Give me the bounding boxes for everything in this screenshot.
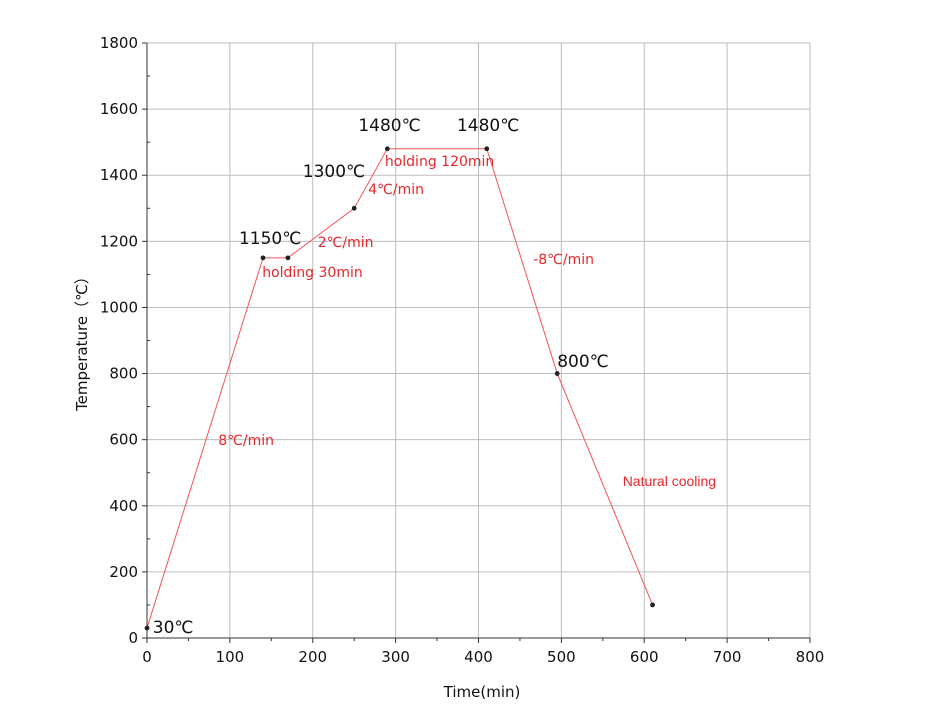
rate-label: 2℃/min: [318, 235, 374, 251]
x-tick-label: 0: [142, 648, 152, 666]
x-tick-label: 100: [216, 648, 245, 666]
y-tick-label: 1800: [100, 34, 138, 52]
temperature-label: 30℃: [153, 618, 194, 638]
temperature-label: 1480℃: [457, 116, 519, 136]
x-tick-label: 600: [630, 648, 659, 666]
x-tick-label: 700: [713, 648, 742, 666]
rate-label: 8℃/min: [218, 433, 274, 449]
rate-label: Natural cooling: [623, 473, 716, 489]
y-axis-label: Temperature（℃）: [73, 269, 91, 412]
profile-line: [146, 148, 653, 629]
series: [144, 146, 655, 631]
temperature-label: 1300℃: [303, 162, 365, 182]
temperature-label: 800℃: [557, 352, 609, 372]
data-point: [285, 255, 291, 261]
data-point: [650, 602, 655, 608]
data-point: [554, 371, 560, 376]
x-tick-label: 800: [796, 648, 825, 666]
x-tick-label: 400: [464, 648, 493, 666]
y-tick-label: 1000: [100, 298, 138, 316]
x-tick-label: 200: [298, 648, 327, 666]
rate-label: holding 30min: [262, 265, 363, 281]
temperature-label: 1150℃: [239, 229, 301, 249]
axes: [142, 42, 811, 643]
y-tick-label: 800: [109, 365, 138, 383]
data-point: [484, 146, 490, 152]
y-tick-label: 1600: [100, 100, 138, 118]
x-tick-label: 300: [381, 648, 410, 666]
y-tick-label: 0: [128, 629, 138, 647]
y-tick-label: 600: [109, 431, 138, 449]
rate-label: holding 120min: [385, 154, 494, 170]
y-tick-label: 1200: [100, 232, 138, 250]
temperature-label: 1480℃: [358, 116, 420, 136]
data-point: [384, 146, 390, 152]
x-tick-label: 500: [547, 648, 576, 666]
y-tick-label: 1400: [100, 166, 138, 184]
data-point: [144, 625, 150, 631]
rate-label: 4℃/min: [368, 182, 424, 198]
x-axis-label: Time(min): [443, 683, 521, 701]
y-tick-label: 200: [109, 563, 138, 581]
data-point: [351, 205, 357, 211]
rate-label: -8℃/min: [533, 252, 594, 268]
y-tick-label: 400: [109, 497, 138, 515]
annotations: 30℃ 1150℃ 1300℃ 1480℃ 1480℃ 800℃ 8℃/min holding…: [153, 116, 716, 638]
grid: [146, 42, 811, 639]
data-point: [260, 255, 266, 261]
tick-labels: 0 100 200 300 400 500 600 700 800 0 200 400 600 800 10…: [100, 34, 825, 666]
